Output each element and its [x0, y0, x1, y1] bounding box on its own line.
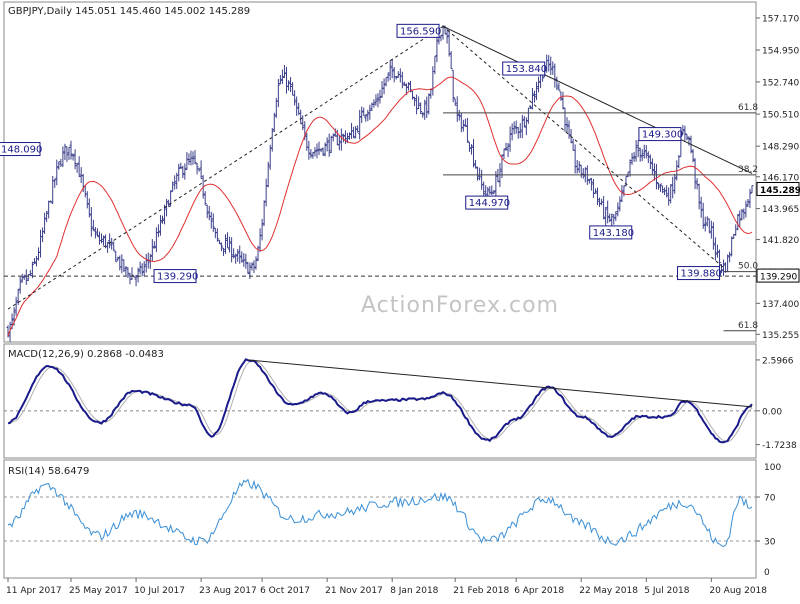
macd-y-tick-label: 2.5966: [762, 356, 794, 366]
x-tick-label: 10 Jul 2017: [134, 586, 185, 596]
macd-panel-frame: [3, 343, 757, 459]
price-callout-box: [0, 142, 41, 157]
price-y-tick-label: 135.255: [762, 331, 799, 341]
price-callout-label: 139.880: [681, 269, 722, 280]
x-tick-label: 25 May 2017: [69, 586, 128, 596]
fib-level-label: 50.0: [738, 262, 758, 272]
price-callout-label: 156.590: [400, 26, 441, 37]
macd-header: MACD(12,26,9) 0.2868 -0.0483: [8, 349, 164, 360]
price-header: GBPJPY,Daily 145.051 145.460 145.002 145…: [8, 6, 250, 17]
x-tick-label: 8 Jan 2018: [390, 586, 438, 596]
price-callout-box: [638, 127, 682, 142]
price-trendline: [442, 25, 753, 174]
price-trendline: [7, 25, 444, 310]
price-callout-box: [677, 266, 721, 281]
macd-y-tick-label: 0.00: [762, 407, 782, 417]
macd-line: [7, 358, 753, 444]
rsi-line: [7, 478, 753, 548]
price-callout-label: 153.840: [506, 64, 547, 75]
x-tick-label: 6 Oct 2017: [260, 586, 310, 596]
price-y-tick-label: 146.170: [762, 173, 799, 183]
x-tick-label: 21 Feb 2018: [453, 586, 509, 596]
price-y-tick-label: 150.510: [762, 111, 799, 121]
rsi-y-tick-label: 30: [764, 538, 776, 548]
rsi-y-tick-label-top: 100: [764, 463, 781, 473]
price-y-tick-label: 148.290: [762, 143, 799, 153]
price-y-tick-label: 154.950: [762, 47, 799, 57]
price-callout-box: [589, 225, 633, 240]
price-callout-box: [465, 195, 509, 210]
rsi-y-tick-label: 70: [764, 494, 776, 504]
price-callout-label: 144.970: [469, 198, 510, 209]
price-callout-label: 139.290: [157, 272, 198, 283]
fib-level-label: 61.8: [738, 321, 758, 331]
support-price-box: [756, 268, 800, 283]
x-tick-label: 22 May 2018: [579, 586, 638, 596]
price-callout-box: [502, 61, 546, 76]
price-callout-box: [153, 269, 197, 284]
x-tick-label: 5 Jul 2018: [644, 586, 689, 596]
price-callout-label: 143.180: [593, 228, 634, 239]
x-tick-label: 20 Aug 2018: [709, 586, 767, 596]
price-y-tick-label: 152.740: [762, 78, 799, 88]
macd-y-tick-label: -1.7238: [762, 441, 797, 451]
support-price-label: 139.290: [760, 273, 797, 283]
fib-level-label: 38.2: [738, 165, 758, 175]
rsi-y-tick-label-bottom: 0: [764, 568, 770, 578]
price-trendline: [442, 25, 724, 268]
price-y-tick-label: 141.820: [762, 236, 799, 246]
price-y-tick-label: 143.965: [762, 205, 799, 215]
last-price-label: 145.289: [760, 186, 800, 196]
price-y-tick-label: 137.400: [762, 300, 799, 310]
rsi-header: RSI(14) 58.6479: [8, 466, 89, 477]
x-tick-label: 23 Aug 2017: [199, 586, 257, 596]
x-tick-label: 6 Apr 2018: [514, 586, 564, 596]
x-tick-label: 11 Apr 2017: [6, 586, 62, 596]
macd-trendline: [247, 359, 753, 408]
price-callout-box: [396, 23, 440, 38]
moving-average-line: [7, 76, 753, 336]
price-y-tick-label: 157.170: [762, 14, 799, 24]
price-callout-label: 148.090: [1, 145, 42, 156]
watermark: ActionForex.com: [361, 293, 559, 318]
price-panel-frame: [3, 1, 757, 343]
fib-level-label: 61.8: [738, 103, 758, 113]
last-price-box: [756, 181, 800, 196]
price-callout-label: 149.300: [642, 130, 683, 141]
rsi-panel-frame: [3, 459, 757, 579]
x-tick-label: 21 Nov 2017: [325, 586, 383, 596]
